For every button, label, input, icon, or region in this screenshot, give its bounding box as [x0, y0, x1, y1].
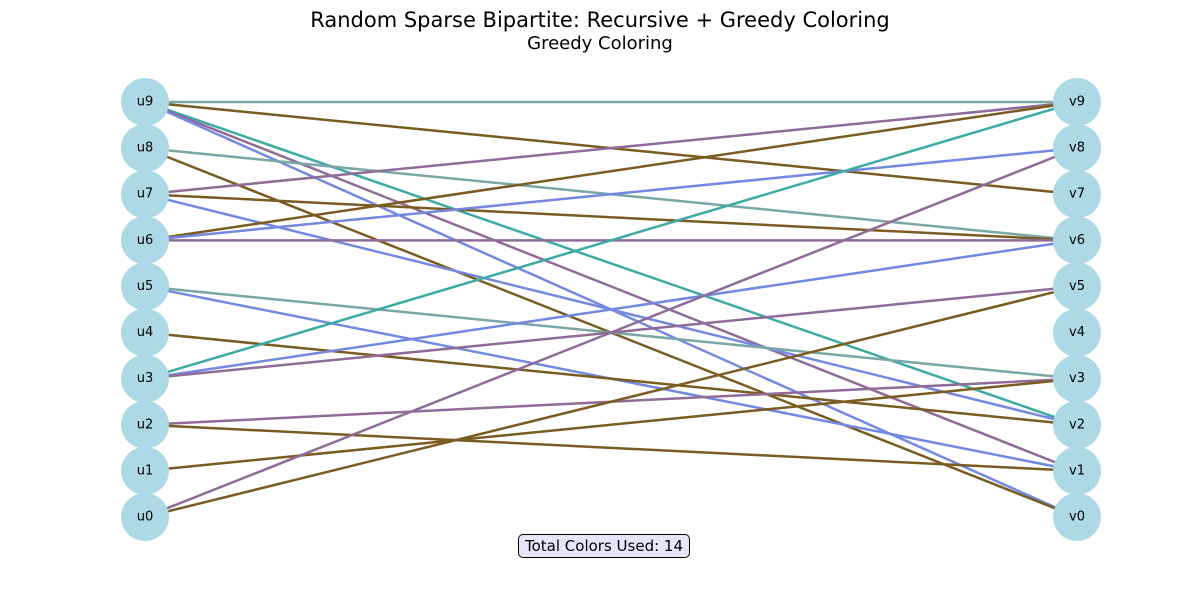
node-u5: u5 — [121, 262, 169, 311]
total-colors-box: Total Colors Used: 14 — [518, 534, 690, 558]
node-circle — [121, 216, 169, 265]
node-u7: u7 — [121, 170, 169, 219]
node-u1: u1 — [121, 446, 169, 495]
node-circle — [1053, 262, 1101, 311]
node-circle — [121, 493, 169, 541]
node-label: v0 — [1069, 510, 1085, 525]
node-circle — [121, 308, 169, 357]
edge-u0-v8 — [144, 146, 1078, 519]
edge-u3-v9 — [144, 100, 1078, 380]
node-u3: u3 — [121, 354, 169, 403]
node-label: v5 — [1069, 279, 1085, 294]
node-v2: v2 — [1053, 400, 1101, 449]
node-circle — [1053, 170, 1101, 219]
node-circle — [121, 78, 169, 126]
node-circle — [1053, 446, 1101, 495]
node-circle — [121, 446, 169, 495]
node-v5: v5 — [1053, 262, 1101, 311]
node-circle — [1053, 124, 1101, 173]
node-label: u3 — [137, 371, 154, 386]
node-label: u6 — [137, 233, 154, 248]
node-circle — [121, 400, 169, 449]
edge-u0-v5 — [144, 285, 1078, 519]
node-label: v4 — [1069, 325, 1085, 340]
edge-u6-v8 — [144, 146, 1078, 242]
node-v8: v8 — [1053, 124, 1101, 173]
edge-u2-v1 — [144, 423, 1078, 473]
node-label: u8 — [137, 141, 154, 156]
edge-u3-v6 — [144, 239, 1078, 380]
node-circle — [1053, 400, 1101, 449]
node-circle — [121, 124, 169, 173]
node-v3: v3 — [1053, 354, 1101, 403]
node-u6: u6 — [121, 216, 169, 265]
figure-subtitle: Greedy Coloring — [527, 33, 673, 54]
node-label: u9 — [137, 95, 154, 110]
edge-u1-v3 — [144, 377, 1078, 473]
node-label: v3 — [1069, 371, 1085, 386]
edge-u7-v6 — [144, 192, 1078, 242]
node-u2: u2 — [121, 400, 169, 449]
edge-u9-v2 — [144, 100, 1078, 426]
node-u4: u4 — [121, 308, 169, 357]
node-v9: v9 — [1053, 78, 1101, 126]
node-u9: u9 — [121, 78, 169, 126]
node-circle — [1053, 216, 1101, 265]
node-label: v6 — [1069, 233, 1085, 248]
node-label: u0 — [137, 510, 154, 525]
node-label: v2 — [1069, 417, 1085, 432]
node-v7: v7 — [1053, 170, 1101, 219]
node-v6: v6 — [1053, 216, 1101, 265]
node-circle — [121, 262, 169, 311]
node-v1: v1 — [1053, 446, 1101, 495]
node-label: v8 — [1069, 141, 1085, 156]
node-circle — [121, 170, 169, 219]
node-label: u1 — [137, 463, 154, 478]
edge-u4-v2 — [144, 331, 1078, 427]
node-label: u7 — [137, 187, 154, 202]
node-v0: v0 — [1053, 493, 1101, 541]
node-v4: v4 — [1053, 308, 1101, 357]
node-circle — [1053, 308, 1101, 357]
node-label: u5 — [137, 279, 154, 294]
node-u0: u0 — [121, 493, 169, 541]
node-label: v9 — [1069, 95, 1085, 110]
node-circle — [1053, 354, 1101, 403]
edge-layer — [144, 100, 1078, 519]
node-layer: u0 u1 u2 u3 u4 u5 u6 u7 u8 u9 v0 v1 v2 v3 v4 v5 v6 v7 v8 v9 — [121, 78, 1101, 541]
edge-u6-v9 — [144, 100, 1078, 242]
node-u8: u8 — [121, 124, 169, 173]
figure-title: Random Sparse Bipartite: Recursive + Gre… — [310, 8, 890, 32]
node-circle — [121, 354, 169, 403]
edge-u9-v1 — [144, 100, 1078, 473]
edge-u7-v9 — [144, 100, 1078, 196]
node-label: v1 — [1069, 463, 1085, 478]
node-circle — [1053, 78, 1101, 126]
node-circle — [1053, 493, 1101, 541]
node-label: u4 — [137, 325, 154, 340]
node-label: u2 — [137, 417, 154, 432]
node-label: v7 — [1069, 187, 1085, 202]
